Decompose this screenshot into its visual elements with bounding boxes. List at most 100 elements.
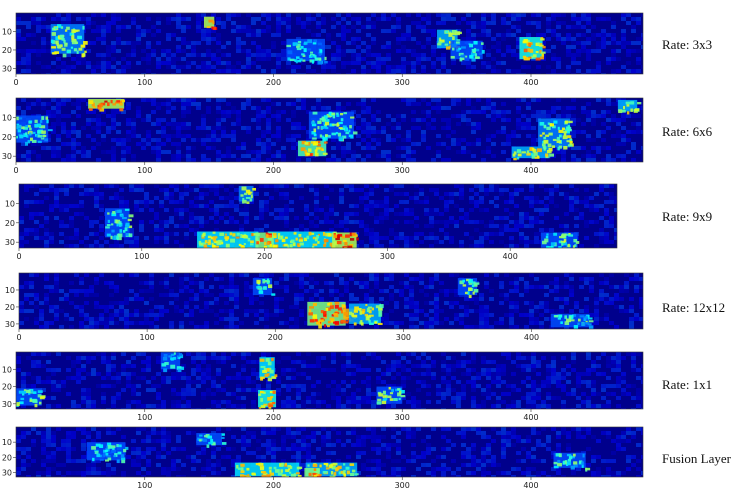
heatmap-cell — [406, 146, 411, 150]
heatmap-cell — [334, 297, 339, 301]
heatmap-cell — [456, 364, 461, 368]
heatmap-cell — [591, 138, 596, 142]
heatmap-cell — [374, 244, 379, 248]
heatmap-cell — [584, 200, 589, 204]
heatmap-cell — [211, 65, 216, 69]
heatmap-cell — [421, 65, 426, 69]
heatmap-cell — [231, 29, 236, 33]
heatmap-cell — [631, 384, 636, 388]
heatmap-cell — [246, 53, 251, 57]
x-tick-label: 400 — [503, 252, 518, 261]
heatmap-cell — [381, 61, 386, 65]
heatmap-cell — [514, 309, 519, 313]
heatmap-cell — [346, 372, 351, 376]
heatmap-speckle — [529, 48, 534, 53]
heatmap-speckle — [284, 236, 288, 239]
heatmap-cell — [271, 41, 276, 45]
heatmap-cell — [256, 122, 261, 126]
heatmap-cell — [114, 244, 119, 248]
heatmap-cell — [229, 273, 234, 277]
heatmap-cell — [526, 102, 531, 106]
heatmap-cell — [411, 65, 416, 69]
heatmap-speckle — [235, 236, 240, 239]
heatmap-cell — [86, 372, 91, 376]
heatmap-cell — [56, 65, 61, 69]
heatmap-cell — [121, 146, 126, 150]
heatmap-cell — [189, 277, 194, 281]
heatmap-cell — [211, 13, 216, 17]
x-tick-label: 100 — [137, 166, 152, 175]
heatmap-speckle — [71, 29, 76, 34]
heatmap-cell — [231, 138, 236, 142]
heatmap-cell — [101, 122, 106, 126]
heatmap-cell — [571, 352, 576, 356]
heatmap-cell — [199, 204, 204, 208]
heatmap-cell — [519, 313, 524, 317]
heatmap-cell — [636, 61, 641, 65]
heatmap-cell — [594, 309, 599, 313]
heatmap-cell — [564, 273, 569, 277]
heatmap-cell — [64, 236, 69, 240]
heatmap-cell — [591, 73, 596, 74]
heatmap-speckle — [462, 284, 467, 287]
heatmap-cell — [479, 220, 484, 224]
heatmap-cell — [111, 69, 116, 73]
heatmap-cell — [404, 220, 409, 224]
heatmap-cell — [594, 321, 599, 325]
heatmap-cell — [529, 224, 534, 228]
heatmap-cell — [469, 236, 474, 240]
heatmap-cell — [406, 25, 411, 29]
heatmap-cell — [156, 372, 161, 376]
heatmap-cell — [64, 192, 69, 196]
heatmap-speckle — [546, 126, 551, 130]
heatmap-speckle — [464, 57, 470, 61]
heatmap-cell — [264, 184, 269, 188]
heatmap-cell — [176, 98, 181, 102]
heatmap-cell — [354, 204, 359, 208]
heatmap-speckle — [461, 46, 466, 49]
heatmap-cell — [211, 57, 216, 61]
heatmap-cell — [266, 110, 271, 114]
heatmap-cell — [386, 69, 391, 73]
heatmap-cell — [411, 364, 416, 368]
heatmap-speckle — [341, 235, 345, 239]
heatmap-cell — [49, 285, 54, 289]
heatmap-cell — [221, 53, 226, 57]
heatmap-cell — [361, 57, 366, 61]
heatmap-cell — [531, 126, 536, 130]
heatmap-cell — [104, 309, 109, 313]
heatmap-cell — [536, 384, 541, 388]
heatmap-speckle — [286, 44, 292, 48]
heatmap-cell — [621, 154, 626, 158]
heatmap-cell — [369, 277, 374, 281]
heatmap-cell — [586, 368, 591, 372]
heatmap-cell — [471, 126, 476, 130]
heatmap-cell — [454, 192, 459, 196]
heatmap-cell — [74, 228, 79, 232]
heatmap-speckle — [573, 325, 579, 329]
heatmap-cell — [184, 192, 189, 196]
heatmap-cell — [596, 33, 601, 37]
heatmap-cell — [374, 301, 379, 305]
heatmap-cell — [284, 289, 289, 293]
heatmap-cell — [144, 313, 149, 317]
heatmap-cell — [141, 98, 146, 102]
heatmap-cell — [264, 208, 269, 212]
heatmap-cell — [224, 285, 229, 289]
heatmap-cell — [576, 146, 581, 150]
heatmap-cell — [281, 57, 286, 61]
heatmap-cell — [606, 57, 611, 61]
heatmap-cell — [264, 313, 269, 317]
heatmap-cell — [586, 102, 591, 106]
heatmap-speckle — [558, 134, 562, 138]
heatmap-cell — [166, 102, 171, 106]
heatmap-cell — [76, 360, 81, 364]
heatmap-cell — [336, 106, 341, 110]
heatmap-speckle — [569, 141, 572, 146]
heatmap-cell — [166, 33, 171, 37]
heatmap-speckle — [281, 238, 286, 243]
heatmap-cell — [541, 114, 546, 118]
heatmap-cell — [404, 301, 409, 305]
heatmap-cell — [199, 289, 204, 293]
heatmap-cell — [124, 204, 129, 208]
